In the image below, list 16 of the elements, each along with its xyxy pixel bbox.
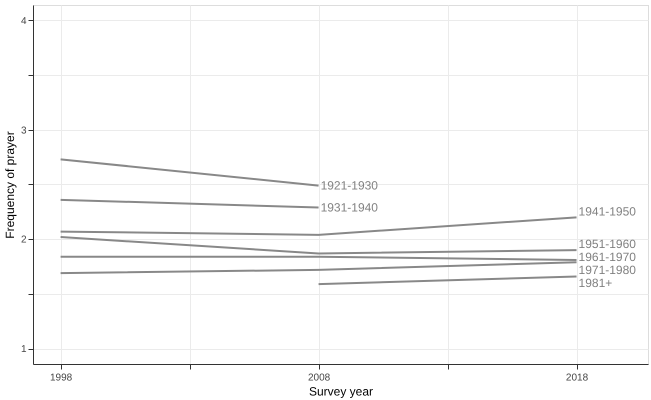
series-label: 1931-1940 <box>320 200 378 214</box>
series-label: 1921-1930 <box>320 178 378 193</box>
series-label: 1941-1950 <box>578 204 636 218</box>
y-axis-title: Frequency of prayer <box>2 131 17 239</box>
series-label: 1971-1980 <box>578 263 636 278</box>
series-label: 1961-1970 <box>578 250 636 264</box>
series-label: 1951-1960 <box>578 237 636 252</box>
x-tick-label: 2018 <box>566 372 589 384</box>
x-tick-label: 2008 <box>308 372 331 384</box>
y-tick-label: 3 <box>20 125 27 136</box>
series-label: 1981+ <box>578 276 612 290</box>
x-axis-title: Survey year <box>308 384 374 398</box>
y-tick-label: 1 <box>20 344 27 356</box>
y-tick-label: 2 <box>20 234 27 246</box>
x-tick-label: 1998 <box>50 372 73 384</box>
y-tick-label: 4 <box>20 16 27 27</box>
